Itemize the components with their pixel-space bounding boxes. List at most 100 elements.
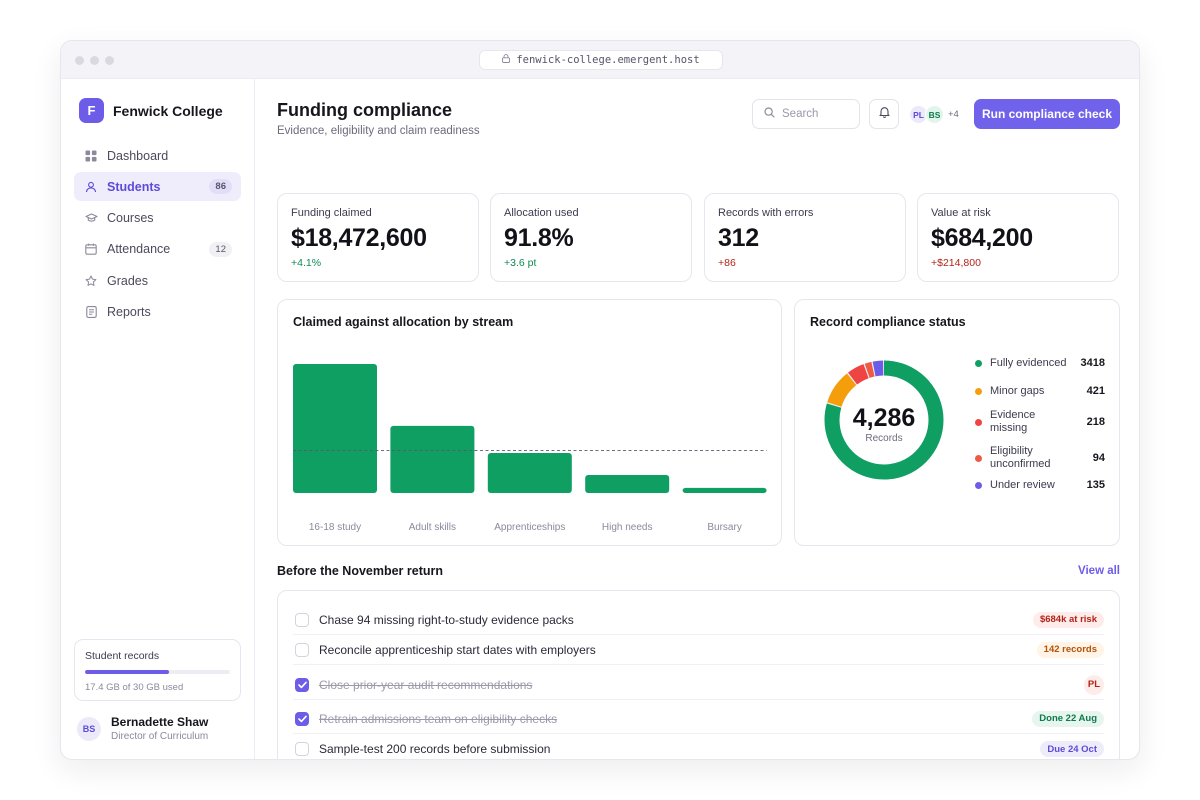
bar-adult-skills[interactable] xyxy=(390,425,475,493)
bar-16-18-study[interactable] xyxy=(293,364,377,493)
task-checkbox[interactable] xyxy=(295,642,309,657)
bar-bursary[interactable] xyxy=(682,487,767,493)
browser-titlebar: fenwick-college.emergent.host xyxy=(61,41,1139,79)
legend-label: Under review xyxy=(990,478,1055,491)
list-item[interactable]: Retrain admissions team on eligibility c… xyxy=(293,704,1104,734)
task-text: Reconcile apprenticeship start dates wit… xyxy=(319,642,596,657)
legend-label: Minor gaps xyxy=(990,384,1045,397)
storage-progress-fill xyxy=(85,670,170,674)
task-checkbox[interactable] xyxy=(295,742,309,756)
sidebar-item-courses[interactable]: Courses xyxy=(74,204,241,233)
browser-window: fenwick-college.emergent.host F Fenwick … xyxy=(60,40,1140,760)
sidebar-item-label: Reports xyxy=(107,304,151,319)
list-item[interactable]: Chase 94 missing right-to-study evidence… xyxy=(293,605,1104,635)
list-item[interactable]: Close prior-year audit recommendations PL xyxy=(293,670,1104,700)
page-title: Funding compliance xyxy=(277,100,453,120)
bar-apprenticeships[interactable] xyxy=(487,453,572,493)
x-tick-label: Apprenticeships xyxy=(494,522,565,533)
donut-slice-fully-evidenced[interactable] xyxy=(824,360,944,480)
kpi-value: $18,472,600 xyxy=(291,224,427,252)
graduation-cap-icon xyxy=(84,211,98,225)
view-all-link[interactable]: View all xyxy=(1078,565,1120,577)
task-checkbox[interactable] xyxy=(295,711,309,726)
avatars-more-count: +4 xyxy=(948,109,959,120)
search-placeholder: Search xyxy=(782,108,819,120)
task-text: Retrain admissions team on eligibility c… xyxy=(319,711,558,726)
storage-progress-bar xyxy=(85,670,230,674)
star-icon xyxy=(84,274,98,288)
window-close-dot[interactable] xyxy=(75,56,84,65)
task-text: Sample-test 200 records before submissio… xyxy=(319,742,551,756)
task-checkbox[interactable] xyxy=(295,612,309,627)
user-role: Director of Curriculum xyxy=(111,731,209,742)
sidebar-item-grades[interactable]: Grades xyxy=(74,266,241,295)
kpi-card-value-at-risk: Value at risk $684,200 +$214,800 xyxy=(917,193,1119,282)
storage-card: Student records 17.4 GB of 30 GB used xyxy=(74,639,241,701)
kpi-label: Records with errors xyxy=(718,207,814,219)
task-list: Chase 94 missing right-to-study evidence… xyxy=(277,590,1120,759)
user-profile[interactable]: BS Bernadette Shaw Director of Curriculu… xyxy=(77,715,208,742)
bell-icon xyxy=(878,105,890,123)
x-tick-label: Bursary xyxy=(707,522,741,533)
check-icon xyxy=(297,681,307,688)
kpi-delta: +3.6 pt xyxy=(504,257,537,269)
sidebar-item-students[interactable]: Students 86 xyxy=(74,172,241,202)
donut-center-value: 4,286 xyxy=(853,404,916,432)
list-item[interactable]: Sample-test 200 records before submissio… xyxy=(293,734,1104,759)
legend-label: Evidence missing xyxy=(990,409,1036,434)
bar-high-needs[interactable] xyxy=(585,474,670,493)
sidebar-nav: Dashboard Students 86 Courses Attendance 12 Gr… xyxy=(74,141,241,329)
legend-swatch xyxy=(975,359,982,367)
task-text: Chase 94 missing right-to-study evidence… xyxy=(319,612,574,627)
x-tick-label: Adult skills xyxy=(409,522,456,533)
kpi-delta: +86 xyxy=(718,257,736,269)
task-tag: Done 22 Aug xyxy=(1032,710,1104,727)
legend-item: Eligibility unconfirmed 94 xyxy=(975,443,1105,473)
grid-icon xyxy=(84,149,98,163)
sidebar-item-label: Courses xyxy=(107,211,154,226)
stream-chart-title: Claimed against allocation by stream xyxy=(293,315,514,329)
legend-swatch xyxy=(975,454,982,462)
kpi-label: Allocation used xyxy=(504,207,579,219)
legend-label: Eligibility unconfirmed xyxy=(990,445,1051,470)
user-icon xyxy=(84,180,98,194)
address-bar[interactable]: fenwick-college.emergent.host xyxy=(479,50,723,70)
user-name: Bernadette Shaw xyxy=(111,715,209,729)
sidebar-item-label: Dashboard xyxy=(107,148,169,163)
collaborator-avatars[interactable]: PL BS +4 xyxy=(909,105,959,124)
kpi-card-allocation-used: Allocation used 91.8% +3.6 pt xyxy=(490,193,692,282)
legend-swatch xyxy=(975,387,982,395)
compliance-status-title: Record compliance status xyxy=(810,315,966,329)
legend-swatch xyxy=(975,481,982,489)
task-checkbox[interactable] xyxy=(295,677,309,692)
sidebar-item-label: Students xyxy=(107,179,161,194)
legend-value: 135 xyxy=(1086,479,1105,491)
task-tag: 142 records xyxy=(1036,641,1104,658)
notifications-button[interactable] xyxy=(869,99,899,129)
search-input[interactable]: Search xyxy=(752,99,860,129)
storage-title: Student records xyxy=(85,650,160,662)
sidebar-item-dashboard[interactable]: Dashboard xyxy=(74,141,241,170)
task-tag: $684k at risk xyxy=(1032,611,1104,628)
sidebar-item-attendance[interactable]: Attendance 12 xyxy=(74,235,241,264)
sidebar-item-reports[interactable]: Reports xyxy=(74,297,241,326)
stream-chart-card: Claimed against allocation by stream 16-… xyxy=(277,299,782,546)
run-compliance-check-button[interactable]: Run compliance check xyxy=(974,99,1120,129)
brand[interactable]: F Fenwick College xyxy=(79,98,223,123)
calendar-icon xyxy=(84,242,98,256)
kpi-delta: +4.1% xyxy=(291,257,322,269)
legend-item: Minor gaps 421 xyxy=(975,384,1105,398)
legend-swatch xyxy=(975,418,982,426)
window-minimize-dot[interactable] xyxy=(90,56,99,65)
address-url: fenwick-college.emergent.host xyxy=(516,54,700,66)
sidebar-item-badge: 12 xyxy=(209,241,232,257)
window-maximize-dot[interactable] xyxy=(105,56,114,65)
task-tag: PL xyxy=(1084,674,1104,695)
kpi-card-funding-claimed: Funding claimed $18,472,600 +4.1% xyxy=(277,193,479,282)
list-item[interactable]: Reconcile apprenticeship start dates wit… xyxy=(293,635,1104,665)
storage-used: 17.4 GB of 30 GB used xyxy=(85,682,184,693)
kpi-value: 312 xyxy=(718,224,759,252)
stream-bar-chart: 16-18 study Adult skills Apprenticeships Hi… xyxy=(293,364,767,533)
brand-name: Fenwick College xyxy=(113,102,223,119)
